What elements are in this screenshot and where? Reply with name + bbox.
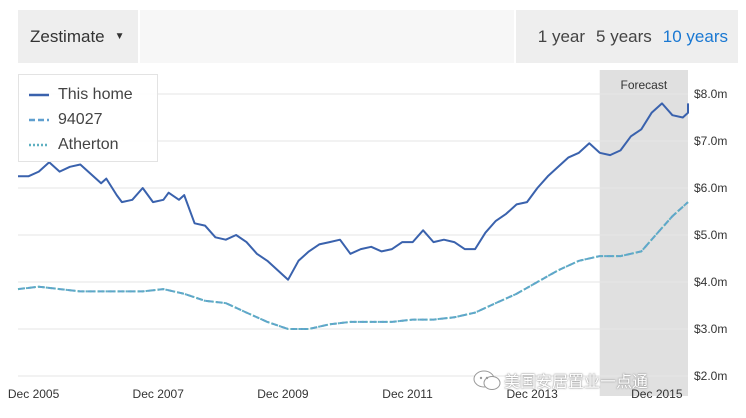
x-tick-label: Dec 2005 bbox=[8, 387, 60, 401]
watermark-text: 美国安居置业一点通 bbox=[504, 374, 649, 391]
dotted-line-icon bbox=[29, 143, 49, 147]
watermark: 美国安居置业一点通 bbox=[473, 368, 648, 392]
legend-item-city[interactable]: Atherton bbox=[19, 135, 118, 155]
time-range-selector: 1 year 5 years 10 years bbox=[516, 10, 738, 63]
forecast-band bbox=[599, 70, 688, 396]
x-tick-label: Dec 2011 bbox=[382, 387, 433, 401]
y-tick-label: $6.0m bbox=[694, 181, 727, 195]
y-tick-label: $7.0m bbox=[694, 134, 727, 148]
metric-dropdown-label: Zestimate bbox=[30, 26, 105, 46]
x-tick-label: Dec 2007 bbox=[133, 387, 185, 401]
range-1-year[interactable]: 1 year bbox=[537, 26, 586, 46]
caret-down-icon: ▼ bbox=[114, 31, 125, 42]
chart-legend: This home 94027 Atherton bbox=[18, 74, 158, 162]
legend-label: This home bbox=[58, 86, 133, 103]
y-tick-label: $2.0m bbox=[694, 369, 727, 383]
x-tick-label: Dec 2013 bbox=[506, 387, 558, 401]
series-line-this-home bbox=[18, 102, 689, 281]
y-tick-label: $5.0m bbox=[694, 228, 727, 242]
metric-dropdown[interactable]: Zestimate ▼ bbox=[18, 10, 138, 63]
y-tick-label: $8.0m bbox=[694, 87, 727, 101]
chat-bubbles-icon bbox=[473, 370, 501, 390]
y-tick-label: $4.0m bbox=[694, 275, 727, 289]
legend-label: 94027 bbox=[58, 111, 103, 128]
forecast-label: Forecast bbox=[621, 78, 668, 92]
legend-item-this-home[interactable]: This home bbox=[19, 85, 133, 105]
range-5-years[interactable]: 5 years bbox=[596, 26, 652, 46]
legend-item-zip[interactable]: 94027 bbox=[19, 110, 103, 130]
solid-line-icon bbox=[29, 93, 49, 97]
legend-label: Atherton bbox=[58, 136, 119, 153]
x-tick-label: Dec 2009 bbox=[257, 387, 309, 401]
range-10-years[interactable]: 10 years bbox=[662, 26, 728, 46]
dashed-line-icon bbox=[29, 118, 49, 122]
series-line-city bbox=[17, 201, 689, 330]
chart-toolbar: Zestimate ▼ 1 year 5 years 10 years bbox=[18, 10, 738, 63]
series-line-zip bbox=[17, 201, 689, 330]
y-tick-label: $3.0m bbox=[694, 322, 727, 336]
x-tick-label: Dec 2015 bbox=[631, 387, 683, 401]
toolbar-spacer bbox=[140, 10, 514, 63]
